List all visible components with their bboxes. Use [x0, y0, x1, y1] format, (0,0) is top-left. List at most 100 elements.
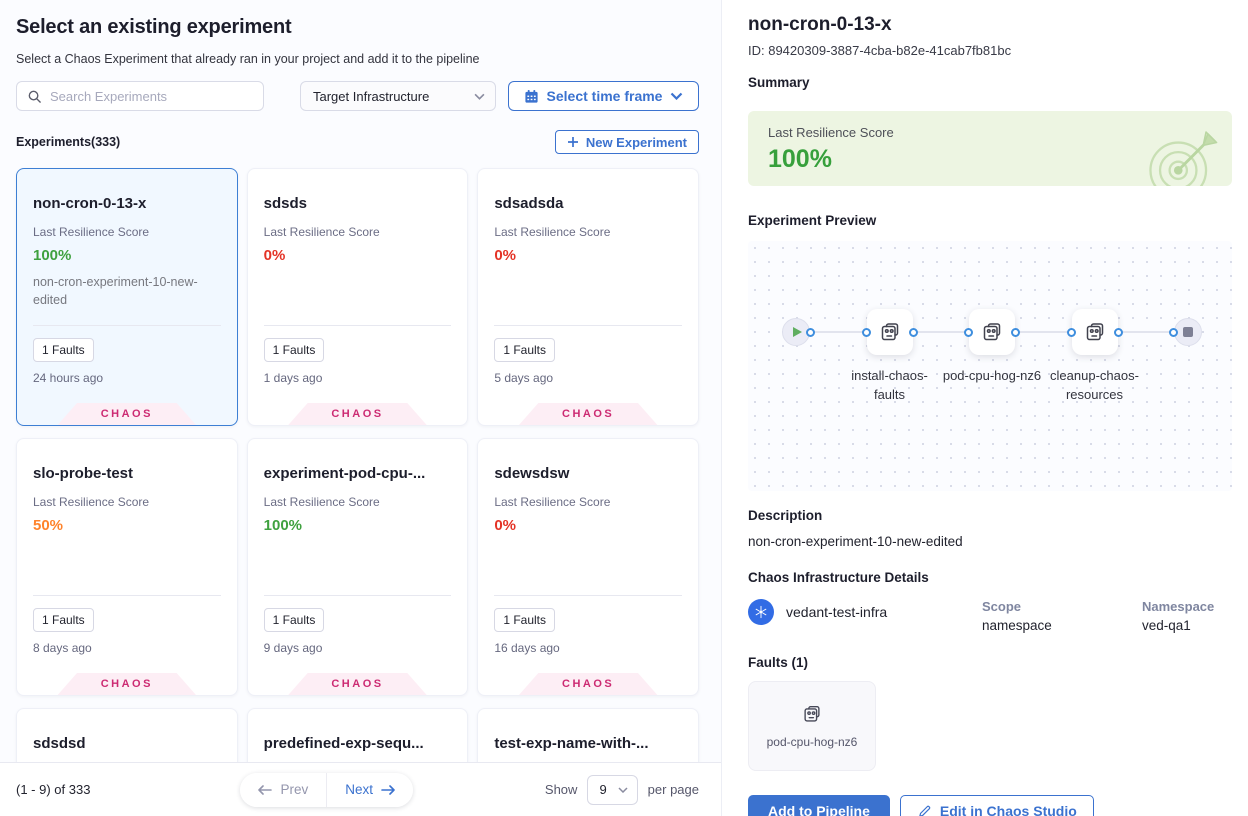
- experiment-card[interactable]: sdsadsda Last Resilience Score 0% 1 Faul…: [477, 168, 699, 426]
- filter-toolbar: Target Infrastructure Select time frame: [16, 81, 699, 111]
- prev-label: Prev: [280, 782, 309, 797]
- fault-step-icon: [1071, 309, 1118, 355]
- divider: [263, 325, 452, 326]
- description-text: non-cron-experiment-10-new-edited: [748, 534, 963, 549]
- page-size-select[interactable]: 9: [587, 774, 638, 805]
- prev-page-button[interactable]: Prev: [240, 772, 327, 807]
- chevron-down-icon: [474, 93, 485, 100]
- infra-details-row: vedant-test-infra Scope namespace Namesp…: [748, 599, 1232, 633]
- experiment-name: non-cron-0-13-x: [33, 195, 147, 212]
- add-to-pipeline-label: Add to Pipeline: [768, 803, 870, 816]
- namespace-value: ved-qa1: [1142, 618, 1191, 633]
- score-value: 0%: [263, 247, 286, 264]
- experiment-card[interactable]: slo-probe-test Last Resilience Score 50%…: [16, 438, 238, 696]
- card-footer: 1 Faults 1 days ago: [263, 325, 452, 425]
- experiment-name: slo-probe-test: [33, 465, 134, 482]
- description-heading: Description: [748, 508, 823, 523]
- target-infrastructure-select[interactable]: Target Infrastructure: [300, 81, 496, 111]
- arrow-left-icon: [258, 784, 273, 795]
- faults-chip: 1 Faults: [33, 608, 94, 632]
- connector-dot: [1113, 327, 1123, 337]
- last-run-time: 5 days ago: [494, 371, 554, 385]
- summary-heading: Summary: [748, 75, 810, 90]
- chevron-down-icon: [618, 786, 628, 793]
- select-time-frame-button[interactable]: Select time frame: [508, 81, 699, 111]
- experiment-preview-canvas: install-chaos-faults pod-cpu-hog-nz6 cle…: [748, 241, 1232, 491]
- divider: [33, 595, 221, 596]
- edit-in-chaos-studio-button[interactable]: Edit in Chaos Studio: [899, 795, 1094, 816]
- score-label: Last Resilience Score: [263, 495, 380, 509]
- experiment-card[interactable]: sdsds Last Resilience Score 0% 1 Faults …: [246, 168, 469, 426]
- experiment-card[interactable]: sdewsdsw Last Resilience Score 0% 1 Faul…: [477, 438, 699, 696]
- card-footer: 1 Faults 5 days ago: [494, 325, 682, 425]
- search-input[interactable]: [50, 88, 253, 104]
- card-footer: 1 Faults 16 days ago: [494, 595, 682, 695]
- chaos-module-tag: CHAOS: [57, 673, 197, 695]
- experiment-card-selected[interactable]: non-cron-0-13-x Last Resilience Score 10…: [16, 168, 238, 426]
- last-run-time: 1 days ago: [263, 371, 323, 385]
- connector-dot: [806, 327, 815, 337]
- namespace-group: Namespace ved-qa1: [1142, 599, 1232, 633]
- edit-in-chaos-studio-label: Edit in Chaos Studio: [939, 803, 1077, 816]
- page-size-group: Show 9 per page: [544, 774, 699, 805]
- connector-line: [811, 331, 866, 333]
- action-buttons: Add to Pipeline Edit in Chaos Studio: [748, 795, 1232, 816]
- experiments-count: Experiments(333): [16, 135, 121, 149]
- page-title: Select an existing experiment: [16, 16, 292, 38]
- experiment-detail-panel: non-cron-0-13-x ID: 89420309-3887-4cba-b…: [722, 0, 1248, 816]
- connector-line: [1118, 331, 1173, 333]
- score-label: Last Resilience Score: [263, 225, 380, 239]
- score-value: 100%: [33, 247, 72, 264]
- pencil-icon: [917, 804, 932, 816]
- experiment-name: sdsds: [263, 195, 308, 212]
- namespace-label: Namespace: [1142, 599, 1215, 614]
- new-experiment-button[interactable]: New Experiment: [554, 130, 699, 154]
- pager: Prev Next: [240, 772, 413, 807]
- arrow-right-icon: [381, 784, 395, 795]
- next-page-button[interactable]: Next: [326, 772, 413, 807]
- divider: [33, 325, 221, 326]
- score-value: 0%: [494, 247, 517, 264]
- experiment-name: predefined-exp-sequ...: [263, 735, 424, 752]
- add-to-pipeline-button[interactable]: Add to Pipeline: [748, 795, 890, 816]
- pipeline-step: cleanup-chaos-resources: [1050, 309, 1139, 402]
- faults-chip: 1 Faults: [494, 338, 556, 362]
- score-label: Last Resilience Score: [33, 225, 150, 239]
- kubernetes-icon: [748, 599, 774, 625]
- connector-dot: [1011, 327, 1020, 337]
- experiment-name: sdsadsda: [494, 195, 564, 212]
- target-infrastructure-value: Target Infrastructure: [313, 88, 430, 104]
- card-footer: 1 Faults 24 hours ago: [33, 325, 221, 425]
- pipeline-step-label: cleanup-chaos-resources: [1050, 368, 1139, 402]
- chaos-module-tag: CHAOS: [518, 403, 658, 425]
- show-label: Show: [544, 782, 578, 797]
- card-footer: 1 Faults 9 days ago: [263, 595, 452, 695]
- plus-icon: [567, 136, 579, 148]
- experiment-card[interactable]: experiment-pod-cpu-... Last Resilience S…: [246, 438, 469, 696]
- experiment-id: ID: 89420309-3887-4cba-b82e-41cab7fb81bc: [748, 43, 1012, 58]
- faults-chip: 1 Faults: [494, 608, 556, 632]
- infra-name-group: vedant-test-infra: [748, 599, 982, 625]
- search-icon: [27, 89, 42, 104]
- page-subtitle: Select a Chaos Experiment that already r…: [16, 52, 480, 66]
- faults-chip: 1 Faults: [33, 338, 94, 362]
- resilience-score-value: 100%: [768, 145, 832, 173]
- connector-dot: [964, 327, 973, 337]
- pipeline-step-label: install-chaos-faults: [851, 368, 928, 402]
- search-box[interactable]: [16, 81, 264, 111]
- faults-chip: 1 Faults: [263, 338, 325, 362]
- fault-step-icon: [866, 309, 913, 355]
- last-run-time: 8 days ago: [33, 641, 92, 655]
- fault-icon: [801, 703, 823, 725]
- score-label: Last Resilience Score: [33, 495, 150, 509]
- next-label: Next: [345, 782, 373, 797]
- experiment-name: sdsdsd: [33, 735, 86, 752]
- page-size-value: 9: [599, 782, 607, 797]
- connector-line: [913, 331, 968, 333]
- faults-chip: 1 Faults: [263, 608, 325, 632]
- last-run-time: 9 days ago: [263, 641, 323, 655]
- per-page-label: per page: [647, 782, 699, 797]
- infra-name: vedant-test-infra: [786, 604, 888, 620]
- pipeline-end-icon: [1174, 318, 1202, 346]
- score-label: Last Resilience Score: [494, 495, 611, 509]
